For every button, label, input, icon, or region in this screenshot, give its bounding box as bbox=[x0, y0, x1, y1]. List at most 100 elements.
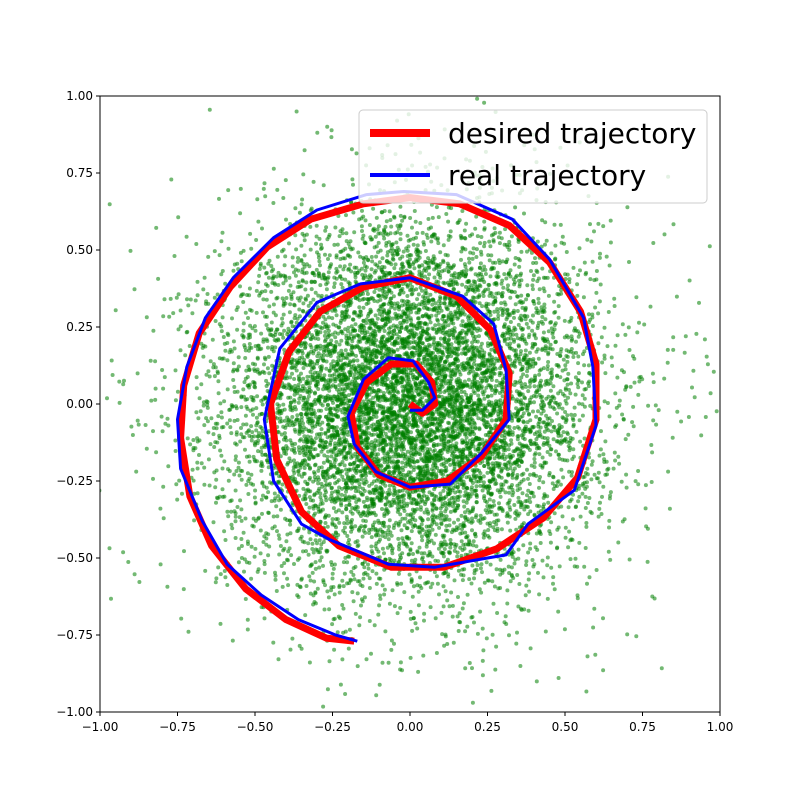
scatter-point bbox=[287, 546, 292, 551]
scatter-point bbox=[367, 619, 372, 623]
scatter-point bbox=[489, 253, 494, 258]
scatter-point bbox=[479, 249, 483, 254]
scatter-point bbox=[363, 218, 368, 223]
scatter-point bbox=[565, 359, 570, 364]
scatter-point bbox=[390, 551, 395, 556]
scatter-point bbox=[446, 550, 451, 555]
scatter-point bbox=[321, 272, 326, 277]
scatter-point bbox=[320, 403, 325, 408]
scatter-point bbox=[471, 246, 476, 251]
scatter-point bbox=[467, 256, 471, 261]
scatter-point bbox=[121, 382, 126, 387]
scatter-point bbox=[492, 584, 497, 589]
scatter-point bbox=[475, 234, 480, 239]
scatter-point bbox=[526, 325, 531, 330]
scatter-point bbox=[253, 546, 258, 551]
scatter-point bbox=[237, 473, 242, 478]
scatter-point bbox=[205, 292, 210, 296]
scatter-point bbox=[604, 254, 609, 259]
scatter-point bbox=[296, 256, 300, 260]
scatter-point bbox=[559, 291, 564, 296]
scatter-point bbox=[363, 477, 368, 482]
scatter-point bbox=[163, 421, 168, 426]
scatter-point bbox=[649, 480, 654, 484]
scatter-point bbox=[304, 280, 309, 285]
scatter-point bbox=[259, 449, 264, 454]
scatter-point bbox=[581, 295, 586, 300]
scatter-point bbox=[468, 250, 473, 255]
scatter-point bbox=[478, 566, 483, 571]
scatter-point bbox=[245, 627, 250, 632]
scatter-point bbox=[428, 585, 433, 590]
scatter-point bbox=[601, 668, 606, 673]
scatter-point bbox=[377, 293, 381, 298]
scatter-point bbox=[178, 308, 183, 313]
scatter-point bbox=[527, 589, 532, 594]
scatter-point bbox=[359, 524, 364, 529]
scatter-point bbox=[424, 322, 429, 327]
scatter-point bbox=[507, 443, 512, 448]
scatter-point bbox=[177, 478, 182, 483]
scatter-point bbox=[117, 400, 122, 405]
scatter-point bbox=[574, 429, 579, 434]
scatter-point bbox=[560, 514, 565, 519]
scatter-point bbox=[208, 442, 213, 447]
scatter-point bbox=[517, 582, 522, 586]
scatter-point bbox=[537, 592, 542, 597]
scatter-point bbox=[434, 313, 439, 318]
scatter-point bbox=[387, 483, 392, 488]
scatter-point bbox=[415, 231, 420, 236]
scatter-point bbox=[402, 504, 406, 509]
scatter-point bbox=[621, 417, 626, 421]
scatter-point bbox=[299, 646, 304, 651]
scatter-point bbox=[219, 415, 224, 420]
scatter-point bbox=[346, 304, 351, 308]
scatter-point bbox=[547, 471, 552, 475]
scatter-point bbox=[341, 584, 346, 589]
scatter-point bbox=[461, 601, 466, 606]
scatter-point bbox=[493, 667, 498, 672]
scatter-point bbox=[369, 267, 374, 272]
scatter-point bbox=[375, 344, 380, 349]
scatter-point bbox=[632, 356, 637, 361]
scatter-point bbox=[363, 264, 368, 269]
scatter-point bbox=[528, 509, 533, 514]
scatter-point bbox=[161, 386, 166, 391]
scatter-point bbox=[612, 304, 617, 308]
scatter-point bbox=[537, 372, 542, 377]
scatter-point bbox=[394, 240, 399, 245]
scatter-point bbox=[254, 428, 259, 433]
scatter-point bbox=[421, 653, 426, 658]
scatter-point bbox=[598, 251, 602, 256]
scatter-point bbox=[305, 434, 310, 439]
scatter-point bbox=[528, 646, 533, 651]
scatter-point bbox=[470, 516, 474, 521]
scatter-point bbox=[545, 416, 550, 421]
scatter-point bbox=[186, 629, 191, 634]
scatter-point bbox=[308, 247, 313, 252]
scatter-point bbox=[599, 429, 603, 434]
scatter-point bbox=[445, 598, 450, 603]
scatter-point bbox=[488, 523, 492, 528]
scatter-point bbox=[174, 482, 179, 487]
scatter-point bbox=[218, 621, 223, 626]
scatter-point bbox=[345, 517, 350, 522]
scatter-point bbox=[545, 367, 550, 372]
scatter-point bbox=[467, 260, 472, 265]
scatter-point bbox=[308, 578, 313, 583]
scatter-point bbox=[254, 238, 259, 242]
scatter-point bbox=[462, 390, 467, 394]
scatter-point bbox=[190, 311, 195, 316]
scatter-point bbox=[602, 399, 607, 404]
scatter-point bbox=[489, 393, 494, 398]
scatter-point bbox=[374, 571, 379, 576]
scatter-point bbox=[538, 541, 543, 545]
scatter-point bbox=[441, 243, 446, 248]
scatter-point bbox=[302, 238, 307, 243]
scatter-point bbox=[433, 558, 438, 563]
scatter-point bbox=[426, 256, 431, 261]
scatter-point bbox=[361, 275, 366, 280]
scatter-point bbox=[213, 319, 218, 323]
scatter-point bbox=[264, 536, 269, 541]
scatter-point bbox=[182, 549, 186, 554]
